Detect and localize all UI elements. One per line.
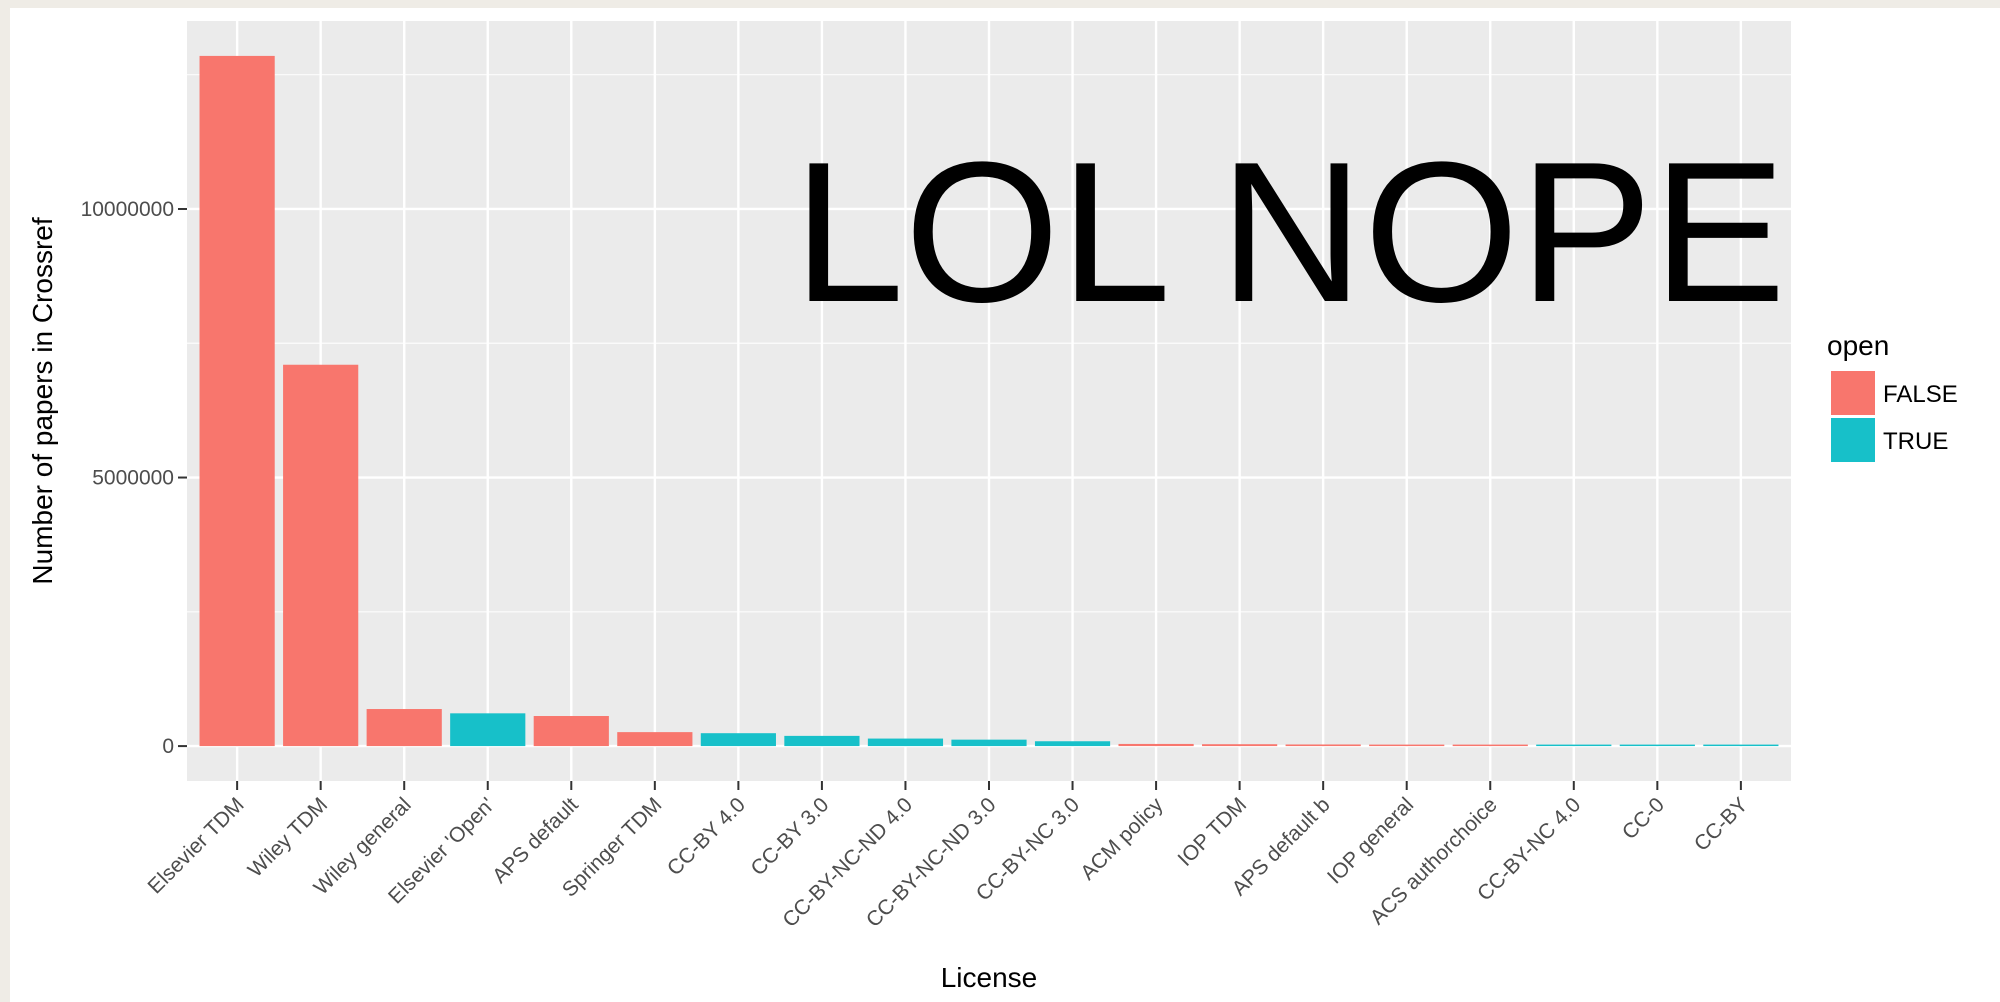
bar-cc-by-nc-3-0 xyxy=(1034,741,1111,747)
bar-cc-by-nc-nd-3-0 xyxy=(951,739,1027,747)
bar-cc-by-nc-nd-4-0 xyxy=(867,738,944,747)
y-axis-ticks: 0 5000000 10000000 xyxy=(81,198,187,758)
x-tick-label: CC-BY 4.0 xyxy=(663,793,750,880)
bar-elsevier-open xyxy=(450,713,526,747)
bar-cc-by xyxy=(1703,744,1779,747)
bar-wiley-tdm xyxy=(283,364,359,747)
x-tick-label: IOP TDM xyxy=(1174,793,1252,871)
bars-group xyxy=(199,55,1779,747)
x-tick-label: CC-0 xyxy=(1618,793,1669,844)
x-tick-label: CC-BY xyxy=(1690,793,1752,855)
y-tick-label: 0 xyxy=(162,735,174,758)
bar-cc-by-4-0 xyxy=(700,733,776,747)
major-gridlines xyxy=(187,21,1791,781)
bar-wiley-general xyxy=(366,709,442,747)
legend-key-false xyxy=(1831,371,1875,415)
bar-elsevier-tdm xyxy=(199,55,275,747)
bar-aps-default xyxy=(533,716,609,747)
legend-title: open xyxy=(1827,330,1889,361)
bar-acm-policy xyxy=(1118,743,1194,747)
bar-cc-by-nc-4-0 xyxy=(1536,744,1612,747)
bar-springer-tdm xyxy=(617,732,693,747)
y-tick-label: 10000000 xyxy=(81,198,174,221)
bar-aps-default-b xyxy=(1285,744,1361,747)
x-tick-label: Elsevier TDM xyxy=(144,793,249,898)
lol-nope-annotation: LOL NOPE xyxy=(793,121,1786,344)
y-axis-title: Number of papers in Crossref xyxy=(27,217,58,584)
chart-canvas: Elsevier TDM Wiley TDM Wiley general Elsevi… xyxy=(10,8,2000,1002)
legend-label-true: TRUE xyxy=(1883,428,1948,455)
x-axis-title: License xyxy=(941,962,1038,993)
legend-label-false: FALSE xyxy=(1883,381,1958,408)
bar-iop-general xyxy=(1369,744,1445,747)
bar-cc-by-3-0 xyxy=(784,735,860,747)
bar-iop-tdm xyxy=(1202,744,1278,747)
legend: open FALSE TRUE xyxy=(1827,330,1958,462)
x-tick-label: ACM policy xyxy=(1076,793,1168,885)
y-tick-label: 5000000 xyxy=(92,467,174,490)
bar-acs-authorchoice xyxy=(1452,744,1528,747)
x-tick-label: Wiley TDM xyxy=(244,793,333,882)
bar-cc-0 xyxy=(1619,744,1695,747)
legend-key-true xyxy=(1831,418,1875,462)
x-tick-label: CC-BY 3.0 xyxy=(746,793,833,880)
